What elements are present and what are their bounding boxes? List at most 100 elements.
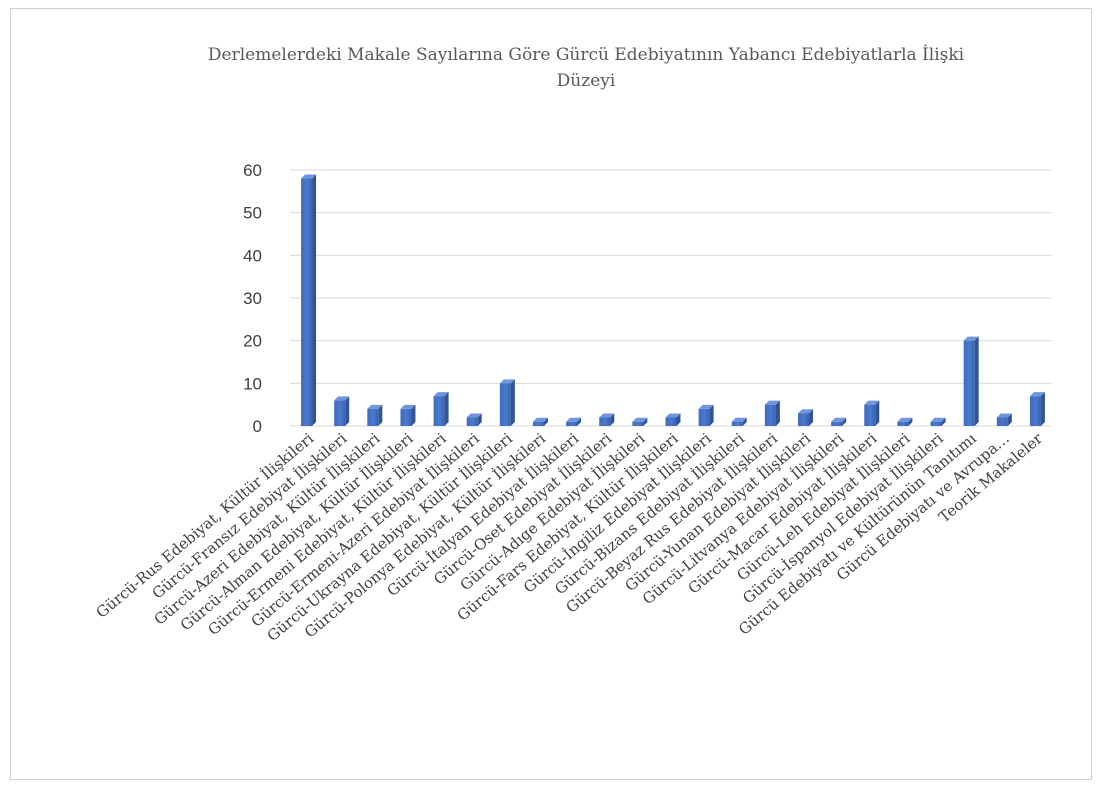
bar-top	[930, 417, 946, 422]
bar-side	[510, 379, 515, 426]
bar-side	[941, 417, 946, 426]
bar-front	[897, 421, 909, 426]
bar-side	[842, 417, 847, 426]
bar-top	[599, 413, 615, 418]
bar	[433, 392, 449, 426]
bar-side	[577, 417, 582, 426]
bar-top	[1029, 392, 1045, 397]
bar-side	[477, 413, 482, 426]
bar-side	[908, 417, 913, 426]
bar-side	[809, 409, 814, 426]
bar-front	[864, 404, 876, 426]
bar	[798, 409, 814, 426]
y-tick-label: 50	[243, 204, 262, 223]
bar-side	[676, 413, 681, 426]
bar-side	[610, 413, 615, 426]
bar-side	[345, 396, 350, 426]
bar	[566, 417, 582, 426]
bar-top	[499, 379, 515, 384]
bar-front	[433, 396, 445, 426]
bar	[864, 400, 880, 426]
bar	[599, 413, 615, 426]
bar	[930, 417, 946, 426]
bar-side	[742, 417, 747, 426]
bar-top	[963, 336, 979, 341]
chart-title: Derlemelerdeki Makale Sayılarına Göre Gü…	[208, 44, 965, 91]
bar-top	[831, 417, 847, 422]
bar-top	[665, 413, 681, 418]
bar-top	[798, 409, 814, 414]
bar-top	[864, 400, 880, 405]
y-tick-label: 60	[243, 161, 262, 180]
bar-side	[378, 404, 383, 426]
bar-front	[798, 413, 810, 426]
y-axis: 0 10 20 30 40 50 60	[243, 161, 262, 436]
y-tick-label: 40	[243, 246, 262, 265]
bar-front	[1029, 396, 1041, 426]
bar-side	[974, 336, 979, 426]
bar-top	[897, 417, 913, 422]
bar-top	[532, 417, 548, 422]
bar-top	[301, 174, 317, 179]
bar	[532, 417, 548, 426]
bar	[400, 404, 416, 426]
bar	[764, 400, 780, 426]
bar-top	[433, 392, 449, 397]
y-tick-label: 20	[243, 332, 262, 351]
chart-title-line-1: Derlemelerdeki Makale Sayılarına Göre Gü…	[208, 44, 965, 65]
y-tick-label: 30	[243, 289, 262, 308]
bar	[499, 379, 515, 426]
bar-front	[400, 408, 412, 426]
bar-top	[400, 404, 416, 409]
bar-side	[312, 174, 317, 426]
bar	[996, 413, 1012, 426]
bar	[831, 417, 847, 426]
bar-side	[543, 417, 548, 426]
x-axis: Gürcü-Rus Edebiyat, Kültür İlişkileriGür…	[93, 429, 1047, 645]
bar-front	[599, 417, 611, 426]
bar-top	[698, 404, 714, 409]
bar-front	[996, 417, 1008, 426]
bar-top	[367, 404, 383, 409]
chart-frame	[10, 8, 1092, 780]
bar-top	[996, 413, 1012, 418]
bar-top	[566, 417, 582, 422]
bar	[1029, 392, 1045, 426]
bar-front	[831, 421, 843, 426]
bar-side	[444, 392, 449, 426]
bar-front	[963, 340, 975, 426]
bars	[301, 174, 1045, 426]
bar-top	[632, 417, 648, 422]
bar-front	[698, 408, 710, 426]
bar	[301, 174, 317, 426]
bar	[466, 413, 482, 426]
bar-side	[411, 404, 416, 426]
bar	[731, 417, 747, 426]
bar-top	[764, 400, 780, 405]
bar-side	[1007, 413, 1012, 426]
bar-front	[764, 404, 776, 426]
bar-front	[466, 417, 478, 426]
bar-side	[643, 417, 648, 426]
bar-front	[665, 417, 677, 426]
bar	[897, 417, 913, 426]
bar	[334, 396, 350, 426]
bar	[367, 404, 383, 426]
bar	[665, 413, 681, 426]
bar-front	[499, 383, 511, 426]
bar-top	[466, 413, 482, 418]
bar	[698, 404, 714, 426]
bar-front	[334, 400, 346, 426]
bar-side	[709, 404, 714, 426]
bar-front	[532, 421, 544, 426]
bar-side	[875, 400, 880, 426]
y-tick-label: 10	[243, 374, 262, 393]
bar-front	[301, 178, 313, 426]
bar-front	[930, 421, 942, 426]
gridlines	[290, 169, 1052, 427]
bar-side	[1040, 392, 1045, 426]
y-tick-label: 0	[253, 417, 262, 436]
bar-front	[632, 421, 644, 426]
bar-top	[731, 417, 747, 422]
